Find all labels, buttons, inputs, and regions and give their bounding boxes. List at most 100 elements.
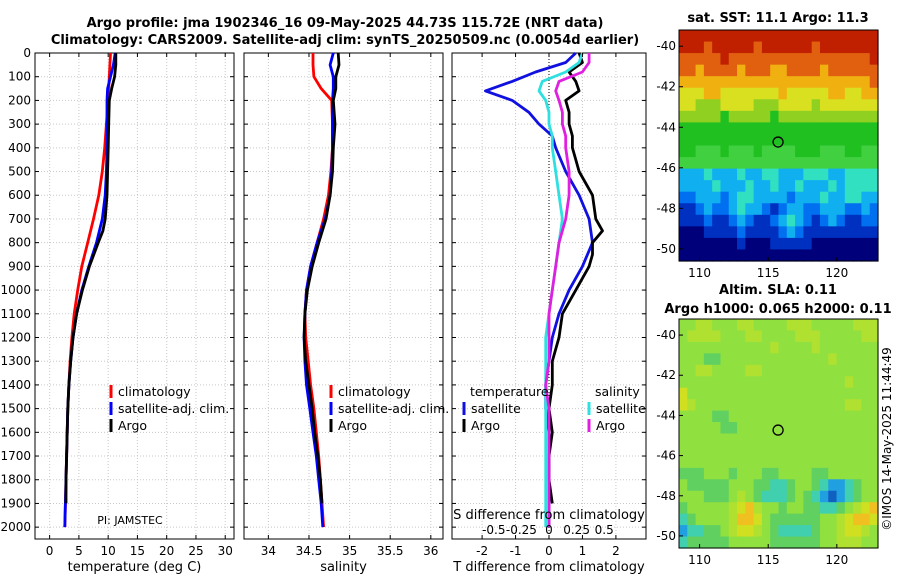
map-cell	[720, 319, 730, 332]
map-cell	[778, 433, 788, 446]
map-cell	[786, 422, 796, 435]
map-cell	[819, 479, 829, 492]
map-cell	[770, 467, 780, 480]
map-cell	[786, 319, 796, 332]
map-cell	[836, 133, 846, 147]
map-cell	[836, 456, 846, 469]
map-cell	[761, 433, 771, 446]
map-cell	[869, 145, 879, 158]
map-cell	[811, 422, 821, 435]
map-cell	[745, 203, 755, 216]
map-cell	[679, 410, 688, 423]
map-cell	[712, 122, 722, 135]
map-cell	[861, 422, 871, 435]
map-cell	[695, 479, 705, 492]
map-cell	[811, 122, 821, 135]
map-cell	[828, 87, 838, 100]
map-cell	[720, 203, 730, 216]
x-tick-label: 115	[757, 266, 780, 280]
map-cell	[679, 226, 688, 239]
map-cell	[687, 133, 697, 147]
map-cell	[753, 341, 763, 354]
map-cell	[811, 341, 821, 354]
x-tick-label: 15	[130, 544, 145, 558]
map-cell	[803, 157, 813, 170]
map-cell	[819, 525, 829, 538]
map-cell	[844, 513, 854, 526]
y-tick-label: 2000	[0, 520, 31, 534]
map-cell	[778, 237, 788, 251]
map-cell	[853, 180, 863, 193]
map-cell	[828, 168, 838, 181]
map-cell	[803, 399, 813, 412]
map-cell	[803, 53, 813, 66]
map-cell	[687, 145, 697, 158]
y-tick-label: -50	[656, 529, 676, 543]
map-cell	[786, 64, 796, 77]
map-cell	[778, 353, 788, 366]
map-cell	[853, 237, 863, 251]
map-cell	[844, 364, 854, 377]
map-cell	[861, 180, 871, 193]
map-cell	[778, 444, 788, 457]
map-cell	[836, 110, 846, 123]
map-cell	[811, 525, 821, 538]
map-cell	[712, 168, 722, 181]
map-cell	[745, 353, 755, 366]
map-cell	[737, 99, 746, 112]
map-cell	[745, 536, 755, 549]
map-cell	[712, 525, 722, 538]
map-cell	[679, 422, 688, 435]
x-tick-label: 0	[545, 544, 553, 558]
map-cell	[695, 122, 705, 135]
map-cell	[679, 214, 688, 227]
map-cell	[728, 341, 738, 354]
map-cell	[828, 513, 838, 526]
map-cell	[753, 249, 763, 262]
map-cell	[687, 490, 697, 503]
map-cell	[712, 456, 722, 469]
map-cell	[761, 226, 771, 239]
map-cell	[728, 168, 738, 181]
map-cell	[770, 502, 780, 515]
map-cell	[795, 502, 804, 515]
map-cell	[869, 122, 879, 135]
map-cell	[770, 399, 780, 412]
map-cell	[786, 145, 796, 158]
map-cell	[761, 145, 771, 158]
map-cell	[819, 168, 829, 181]
legend-header-salinity: salinity	[595, 384, 640, 399]
map-cell	[753, 330, 763, 343]
map-cell	[770, 99, 780, 112]
map-cell	[836, 364, 846, 377]
map-cell	[703, 122, 713, 135]
map-cell	[728, 456, 738, 469]
map-cell	[869, 319, 879, 332]
map-cell	[803, 122, 813, 135]
map-cell	[712, 99, 722, 112]
map-cell	[770, 330, 780, 343]
map-cell	[786, 226, 796, 239]
map-cell	[795, 490, 804, 503]
map-cell	[795, 513, 804, 526]
map-cell	[679, 99, 688, 112]
map-cell	[811, 30, 821, 43]
map-cell	[861, 353, 871, 366]
argo-location-marker	[772, 424, 784, 436]
map-cell	[786, 203, 796, 216]
map-cell	[753, 203, 763, 216]
map-cell	[712, 376, 722, 389]
map-cell	[795, 444, 804, 457]
y-tick-label: -46	[656, 449, 676, 463]
map-cell	[679, 87, 688, 100]
map-cell	[803, 99, 813, 112]
map-cell	[761, 133, 771, 147]
map-cell	[728, 145, 738, 158]
map-cell	[836, 214, 846, 227]
map-cell	[720, 330, 730, 343]
map-cell	[853, 525, 863, 538]
map-cell	[811, 330, 821, 343]
map-cell	[679, 513, 688, 526]
map-cell	[720, 41, 730, 54]
map-cell	[703, 319, 713, 332]
